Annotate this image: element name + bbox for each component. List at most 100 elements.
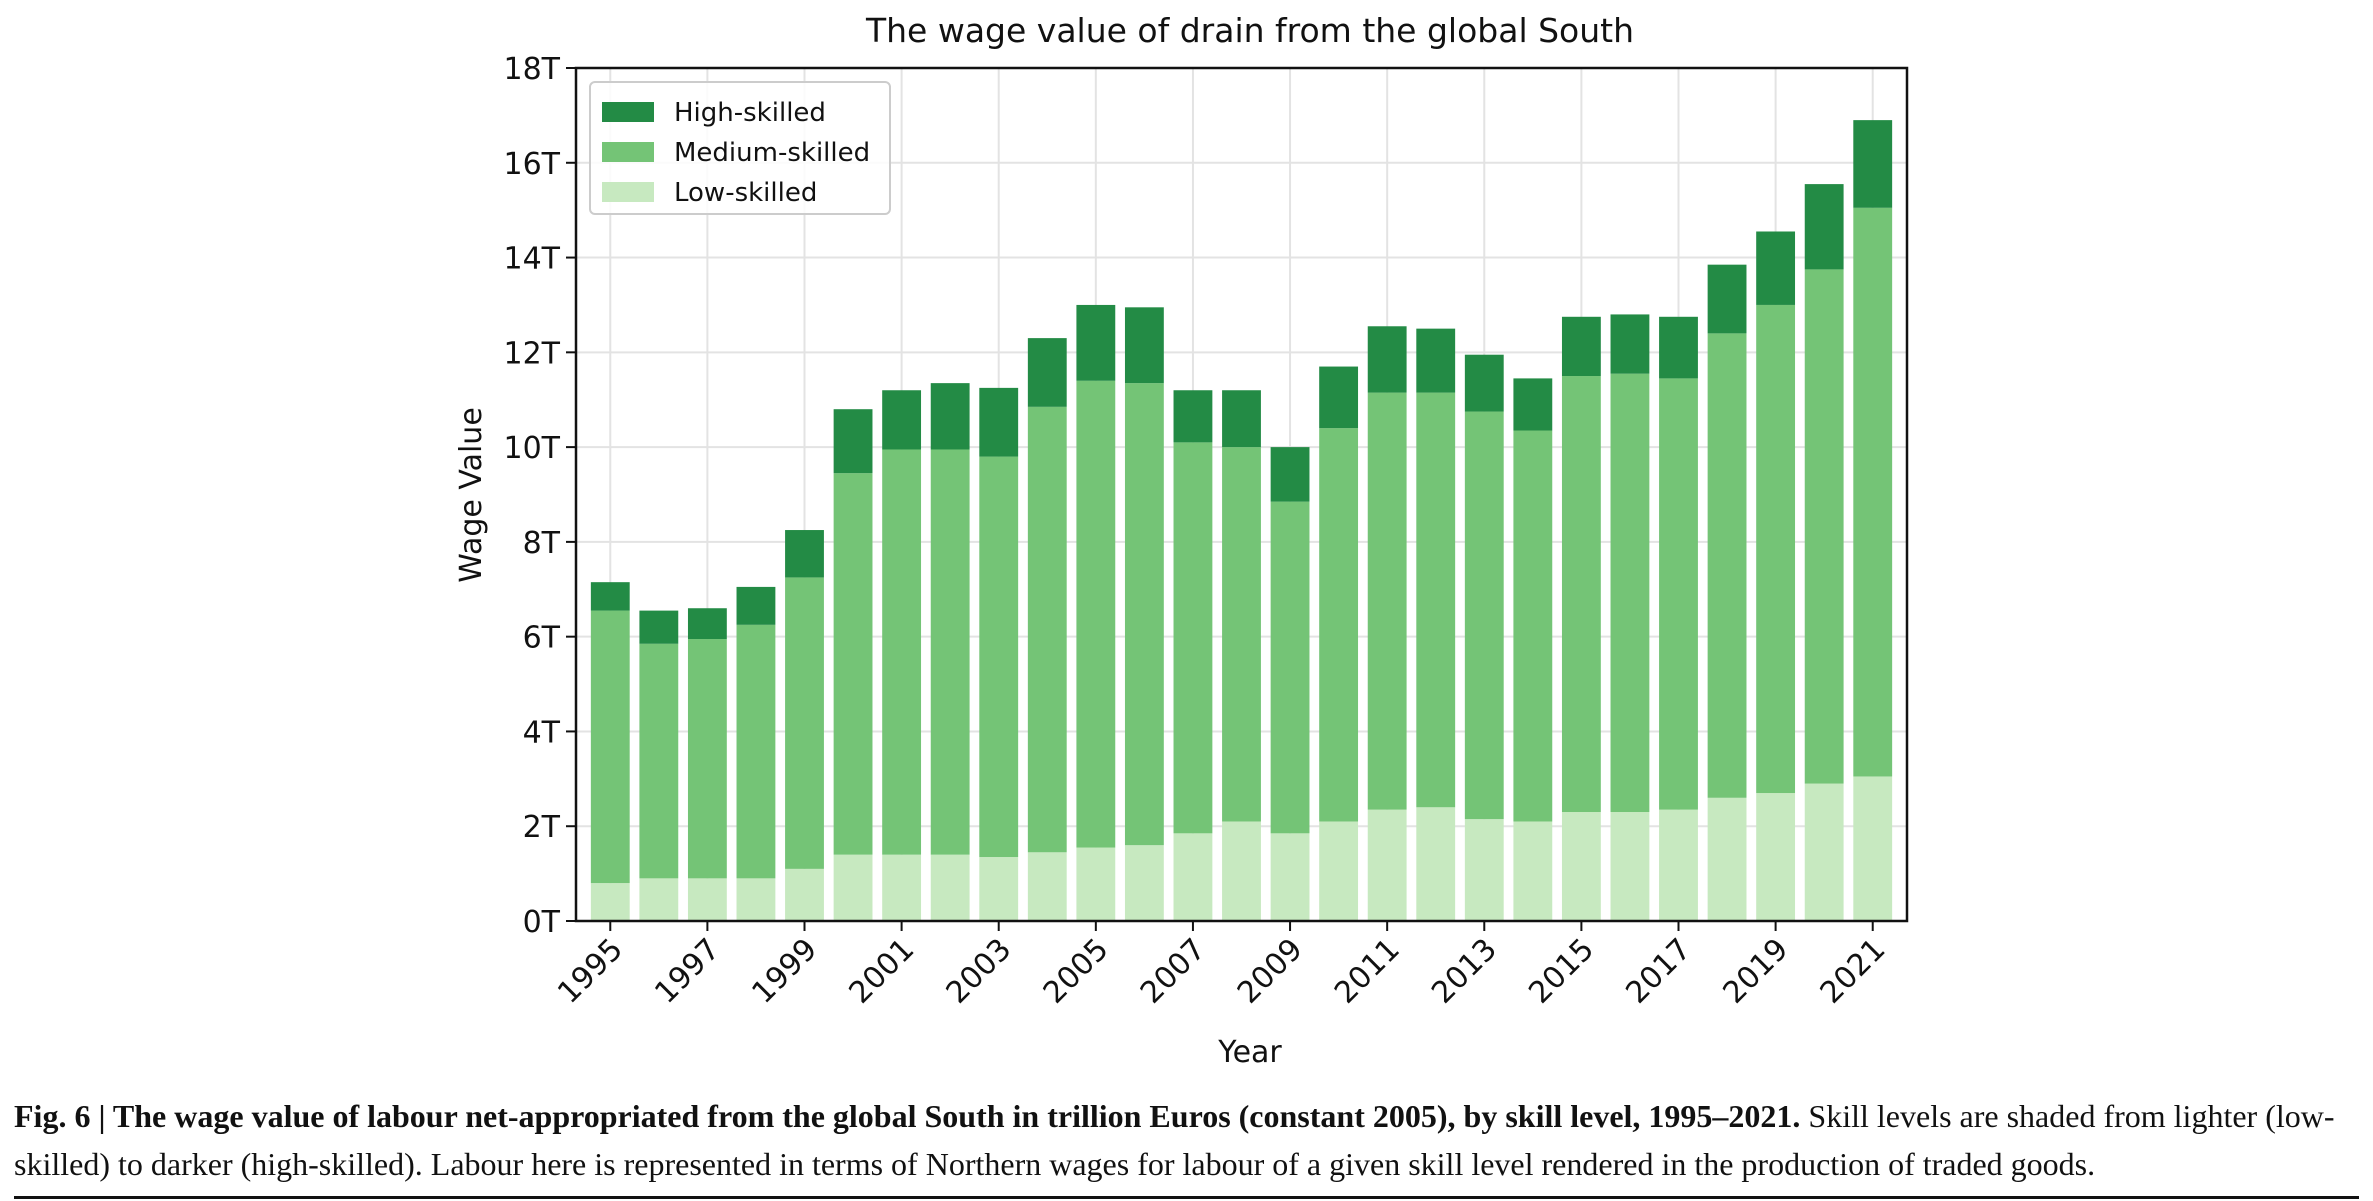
chart-title: The wage value of drain from the global … [865,11,1634,50]
bar-low-skilled-2019 [1756,793,1796,921]
bar-high-skilled-1995 [590,582,630,611]
bar-low-skilled-2001 [882,854,922,921]
caption-bold: Fig. 6 | The wage value of labour net-ap… [14,1098,1801,1134]
x-tick-label: 1999 [745,932,824,1011]
chart: The wage value of drain from the global … [454,11,1909,1070]
bar-high-skilled-2016 [1610,314,1650,374]
legend-label: Low-skilled [674,178,817,208]
y-tick-label: 16T [504,147,561,182]
y-axis-label: Wage Value [454,407,489,583]
legend-swatch [602,182,654,202]
bar-high-skilled-2001 [882,390,922,450]
bar-medium-skilled-2004 [1027,406,1067,853]
bar-high-skilled-2012 [1416,328,1456,393]
y-tick-label: 0T [523,905,561,940]
bar-medium-skilled-2002 [930,449,970,855]
legend-label: Medium-skilled [674,138,870,168]
x-tick-label: 2013 [1425,932,1504,1011]
bar-medium-skilled-2012 [1416,392,1456,808]
bar-low-skilled-1995 [590,883,630,921]
bar-high-skilled-2004 [1027,338,1067,407]
y-tick-label: 12T [504,336,561,371]
y-tick-label: 14T [504,242,561,277]
x-tick-label: 2017 [1619,932,1698,1011]
bar-medium-skilled-2007 [1173,442,1213,834]
legend-box [589,81,891,215]
bar-low-skilled-1997 [687,878,727,921]
bar-low-skilled-2000 [833,854,873,921]
bar-high-skilled-2002 [930,383,970,450]
bar-low-skilled-1999 [785,868,824,921]
legend-swatch [602,102,654,122]
bar-medium-skilled-2020 [1804,269,1844,784]
bar-medium-skilled-2010 [1319,428,1359,822]
caption-text: Skill levels are shaded from lighter (lo… [14,1098,2335,1182]
plot-frame [574,66,1909,923]
bars [590,120,1893,921]
x-tick-label: 2015 [1522,932,1601,1011]
bar-medium-skilled-2015 [1561,376,1601,813]
bar-medium-skilled-2011 [1367,392,1407,810]
bar-low-skilled-2007 [1173,833,1213,921]
bar-medium-skilled-2009 [1270,501,1310,834]
bar-medium-skilled-2021 [1853,207,1893,777]
bar-high-skilled-1996 [639,610,679,644]
x-tick-label: 2003 [940,932,1019,1011]
bottom-rule [14,1196,2359,1199]
bar-medium-skilled-2000 [833,473,873,855]
bar-low-skilled-2015 [1561,812,1601,921]
bar-medium-skilled-2006 [1124,383,1164,846]
bar-low-skilled-2008 [1222,821,1261,921]
bar-medium-skilled-2013 [1464,411,1504,820]
x-tick-label: 2007 [1134,932,1213,1011]
bar-high-skilled-2018 [1707,264,1747,334]
bar-high-skilled-2021 [1853,120,1893,208]
bar-low-skilled-2003 [979,857,1019,921]
legend-label: High-skilled [674,98,826,128]
bar-medium-skilled-2016 [1610,373,1650,813]
x-tick-label: 2019 [1717,932,1796,1011]
bar-low-skilled-2021 [1853,776,1893,921]
bar-low-skilled-2006 [1124,845,1164,921]
bar-medium-skilled-2005 [1076,380,1116,848]
bar-medium-skilled-1997 [687,639,727,879]
x-tick-label: 2009 [1231,932,1310,1011]
y-tick-label: 18T [504,52,561,87]
bar-high-skilled-2011 [1367,326,1407,393]
bar-low-skilled-2009 [1270,833,1310,921]
bar-high-skilled-2005 [1076,304,1116,381]
bar-high-skilled-2019 [1756,231,1796,305]
bar-low-skilled-2002 [930,854,970,921]
bar-high-skilled-2010 [1319,366,1359,429]
bar-high-skilled-1998 [736,586,776,625]
bar-high-skilled-2003 [979,387,1019,457]
bar-high-skilled-2015 [1561,316,1601,377]
bar-high-skilled-2007 [1173,390,1213,443]
bar-high-skilled-2009 [1270,447,1310,502]
bar-low-skilled-2016 [1610,812,1650,921]
legend: High-skilled Medium-skilled Low-skilled [589,81,891,215]
bar-medium-skilled-2017 [1659,378,1698,810]
bar-high-skilled-2014 [1513,378,1553,431]
bar-low-skilled-2017 [1659,809,1698,921]
bar-medium-skilled-2019 [1756,304,1796,794]
bar-low-skilled-1996 [639,878,679,921]
bar-low-skilled-2018 [1707,797,1747,921]
bar-medium-skilled-2001 [882,449,922,855]
bar-medium-skilled-2003 [979,456,1019,858]
bar-high-skilled-1997 [687,608,727,640]
bar-high-skilled-2017 [1659,316,1698,379]
y-tick-label: 10T [504,431,561,466]
bar-medium-skilled-1996 [639,643,679,879]
bar-medium-skilled-2014 [1513,430,1553,822]
figure-caption: Fig. 6 | The wage value of labour net-ap… [14,1092,2364,1188]
y-tick-label: 6T [523,621,561,656]
x-tick-label: 2021 [1814,932,1893,1011]
x-tick-label: 1997 [648,932,727,1011]
bar-high-skilled-2008 [1222,390,1261,448]
x-tick-label: 1995 [551,932,630,1011]
bar-medium-skilled-1999 [785,577,824,869]
x-axis-label: Year [1217,1035,1282,1070]
y-tick-label: 4T [523,715,561,750]
bar-medium-skilled-1995 [590,610,630,884]
